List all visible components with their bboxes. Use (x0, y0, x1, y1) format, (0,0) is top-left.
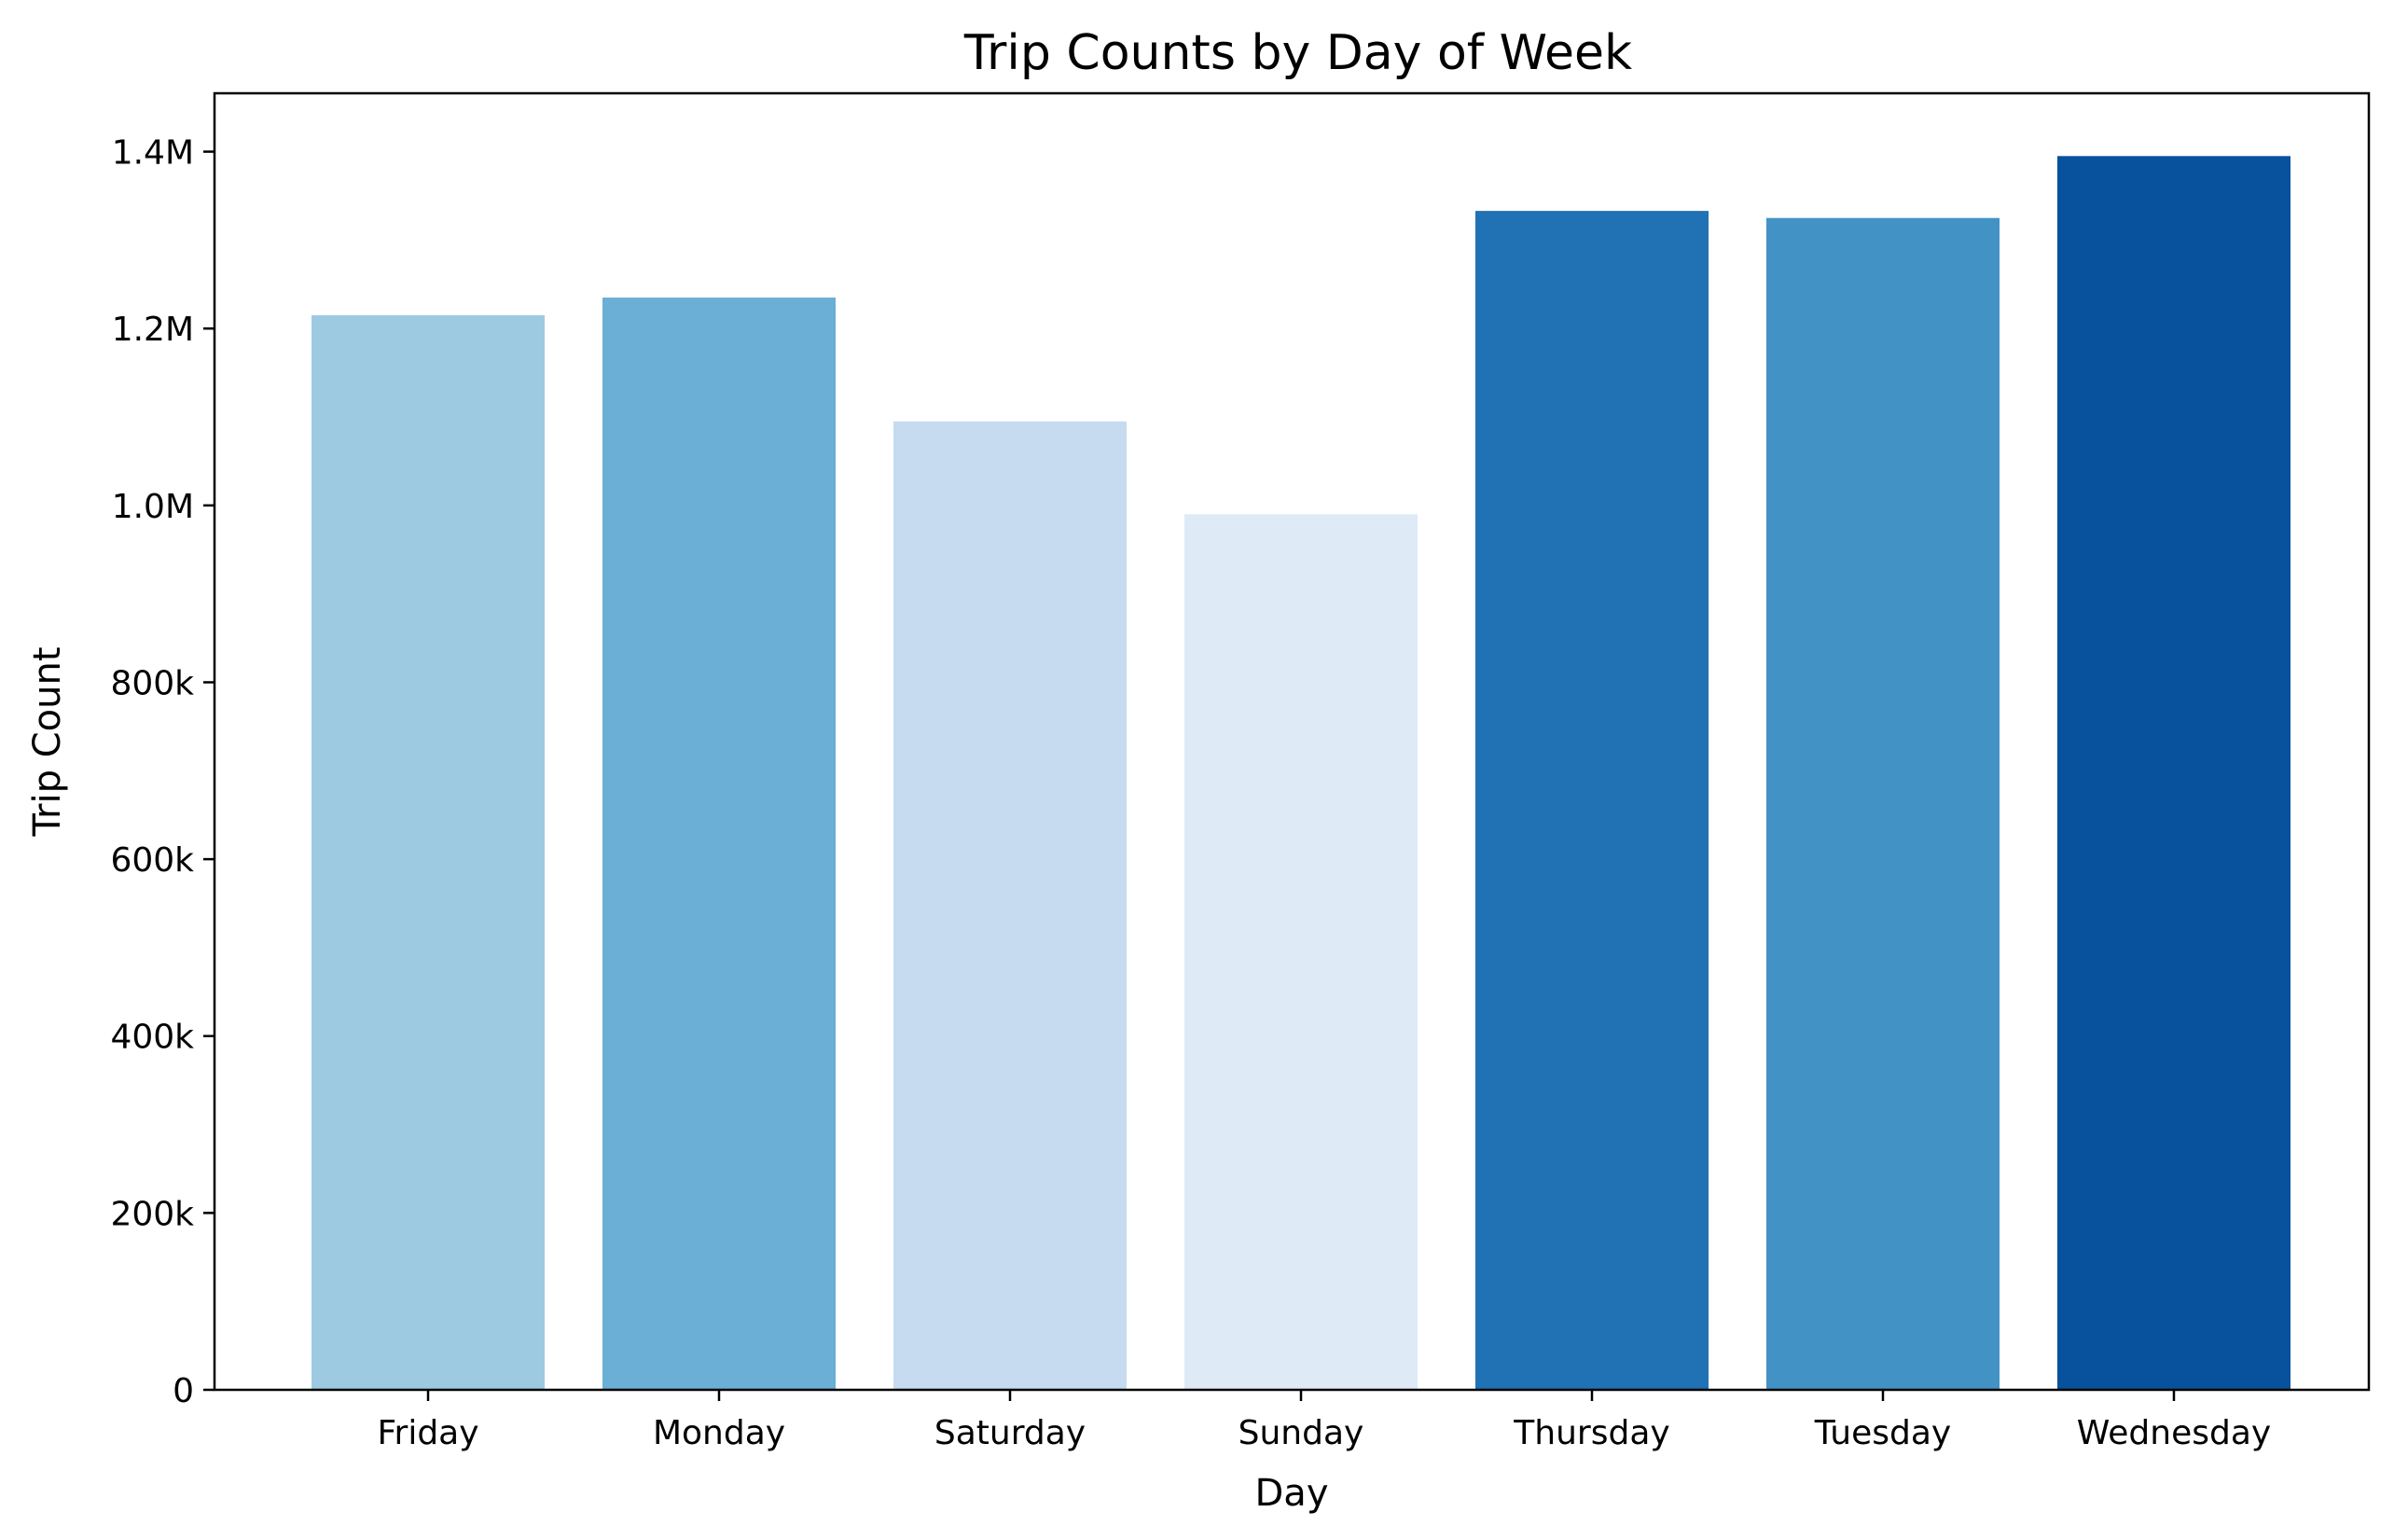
y-tick-label: 0 (173, 1372, 194, 1410)
bar-monday (602, 298, 836, 1391)
y-tick-label: 1.0M (112, 488, 194, 526)
bars-group (311, 156, 2290, 1391)
y-axis-label: Trip Count (26, 646, 69, 837)
y-tick-label: 1.2M (112, 311, 194, 349)
y-axis: 0 200k 400k 600k 800k 1.0M 1.2M 1.4M (110, 134, 215, 1410)
y-tick-label: 200k (110, 1195, 194, 1233)
bar-sunday (1184, 514, 1418, 1390)
x-tick-label: Tuesday (1814, 1414, 1951, 1452)
y-tick-label: 1.4M (112, 134, 194, 173)
bar-thursday (1475, 211, 1709, 1391)
chart-title: Trip Counts by Day of Week (963, 25, 1632, 81)
x-tick-label: Monday (653, 1414, 785, 1452)
x-tick-label: Sunday (1239, 1414, 1364, 1452)
bar-wednesday (2057, 156, 2290, 1391)
plot-frame (213, 91, 2371, 1392)
y-tick-label: 600k (110, 841, 194, 880)
x-axis: Friday Monday Saturday Sunday Thursday Tuesda… (377, 1390, 2271, 1452)
x-tick-label: Wednesday (2077, 1414, 2271, 1452)
y-tick-label: 800k (110, 664, 194, 702)
bar-tuesday (1766, 217, 2000, 1390)
x-tick-label: Saturday (934, 1414, 1086, 1452)
x-axis-label: Day (1255, 1472, 1329, 1515)
y-tick-label: 400k (110, 1019, 194, 1057)
x-tick-label: Thursday (1513, 1414, 1669, 1452)
bar-friday (311, 314, 545, 1390)
x-tick-label: Friday (377, 1414, 478, 1452)
bar-saturday (893, 421, 1127, 1390)
